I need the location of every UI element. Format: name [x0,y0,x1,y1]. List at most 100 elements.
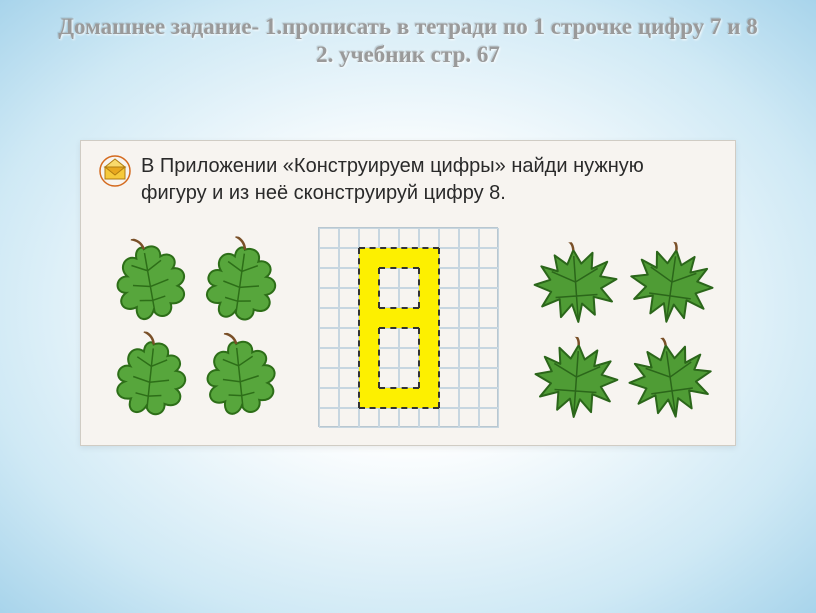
grid-cell [339,308,359,328]
grid-cell [399,268,419,288]
grid-cell [399,348,419,368]
grid-cell [339,228,359,248]
grid-cell [459,228,479,248]
digit-block [359,328,379,388]
grid-cell [479,328,499,348]
grid-cell [319,388,339,408]
envelope-icon [99,155,131,187]
grid-cell [379,328,399,348]
task-line-2: фигуру и из неё сконструируй цифру 8. [141,180,715,207]
oak-leaf-icon [100,328,194,431]
grid-cell [419,228,439,248]
dash-line [438,248,440,408]
oak-leaves-group [95,227,285,427]
grid-cell [439,368,459,388]
grid-cell [339,328,359,348]
dash-line [359,247,439,249]
oak-leaf-icon [97,230,197,338]
dash-line [379,387,419,389]
grid-cell [479,228,499,248]
grid-cell [399,288,419,308]
grid-cell [459,348,479,368]
header-line-2: 2. учебник стр. 67 [0,42,816,68]
grid-cell [439,308,459,328]
grid-cell [459,368,479,388]
maple-leaf-icon [620,331,722,436]
grid-cell [459,388,479,408]
page-header: Домашнее задание- 1.прописать в тетради … [0,0,816,68]
grid-cell [439,408,459,428]
grid-cell [459,268,479,288]
grid-cell [479,388,499,408]
grid-cell [479,248,499,268]
oak-leaf-icon [190,328,284,431]
dash-line [378,268,380,308]
dash-line [418,328,420,388]
grid-cell [439,348,459,368]
content-row [95,219,721,435]
grid-cell [479,268,499,288]
grid-cell [379,408,399,428]
grid-cell [479,308,499,328]
digit-block [359,388,439,408]
grid-cell [319,328,339,348]
maple-leaf-icon [620,236,722,341]
grid-cell [439,288,459,308]
grid-cell [459,248,479,268]
dash-line [379,307,419,309]
digit-block [419,328,439,388]
digit-block [419,268,439,308]
grid-cell [359,408,379,428]
grid-cell [419,408,439,428]
grid-cell [379,268,399,288]
dash-line [359,407,439,409]
grid-cell [399,228,419,248]
dash-line [379,267,419,269]
grid-cell [339,248,359,268]
exercise-card: В Приложении «Конструируем цифры» найди … [80,140,736,446]
grid-cell [319,308,339,328]
grid-cell [379,348,399,368]
grid-cell [339,268,359,288]
maple-leaf-icon [528,334,624,433]
grid-paper [318,227,498,427]
digit-block [359,308,439,328]
grid-cell [379,228,399,248]
grid-cell [319,228,339,248]
grid-cell [439,388,459,408]
digit-block [359,268,379,308]
grid-cell [399,328,419,348]
grid-cell [379,368,399,388]
dash-line [379,327,419,329]
grid-cell [439,248,459,268]
grid-cell [479,368,499,388]
grid-cell [319,368,339,388]
dash-line [418,268,420,308]
maple-leaves-group [531,227,721,427]
grid-cell [399,368,419,388]
grid-cell [339,408,359,428]
grid-cell [439,268,459,288]
grid-cell [439,328,459,348]
oak-leaf-icon [189,232,286,338]
grid-cell [319,248,339,268]
grid-cell [339,348,359,368]
grid-cell [339,388,359,408]
grid-cell [479,288,499,308]
grid-cell [459,288,479,308]
digit-block [359,248,439,268]
dash-line [358,248,360,408]
maple-leaf-icon [528,239,624,338]
grid-cell [479,408,499,428]
grid-cell [339,288,359,308]
grid-cell [339,368,359,388]
grid-cell [439,228,459,248]
grid-cell [319,348,339,368]
grid-cell [459,328,479,348]
task-line-1: В Приложении «Конструируем цифры» найди … [141,153,715,180]
grid-wrap [318,227,498,427]
grid-cell [319,268,339,288]
grid-cell [379,288,399,308]
grid-cell [459,308,479,328]
grid-cell [399,408,419,428]
